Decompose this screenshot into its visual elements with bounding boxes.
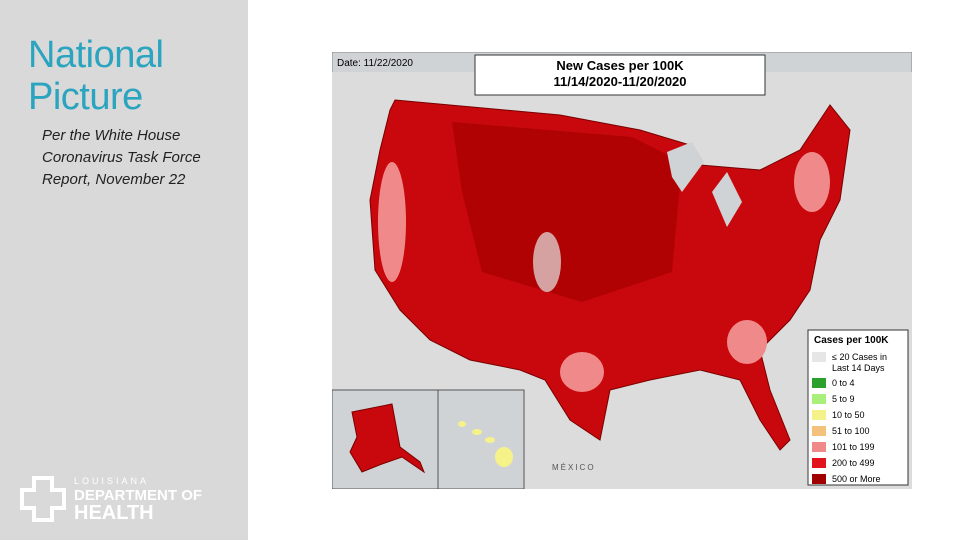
hawaii [472, 429, 482, 435]
legend-swatch [812, 378, 826, 388]
logo-text: DEPARTMENT OF [74, 487, 203, 504]
hawaii [495, 447, 513, 467]
subtitle: Per the White House [42, 127, 181, 144]
legend-swatch [812, 458, 826, 468]
legend-swatch [812, 426, 826, 436]
legend-label: 5 to 9 [832, 394, 855, 404]
legend-label: 101 to 199 [832, 442, 875, 452]
legend-title: Cases per 100K [814, 335, 889, 346]
slide-title: National [28, 34, 164, 76]
subtitle: Report, November 22 [42, 171, 186, 188]
region [452, 122, 682, 302]
region [533, 232, 561, 292]
region [794, 152, 830, 212]
region [560, 352, 604, 392]
legend-label: 200 to 499 [832, 458, 875, 468]
hawaii [458, 421, 466, 427]
side-panel: National Picture Per the White House Cor… [0, 0, 248, 540]
country-label: MÉXICO [552, 463, 596, 472]
region [378, 162, 406, 282]
legend-swatch [812, 474, 826, 484]
legend: Cases per 100K ≤ 20 Cases in Last 14 Days… [807, 329, 909, 486]
hawaii [485, 437, 495, 443]
logo-icon [20, 476, 66, 522]
legend-label: 0 to 4 [832, 378, 855, 388]
lake [712, 172, 742, 227]
legend-swatch [812, 442, 826, 452]
legend-swatch [812, 352, 826, 362]
subtitle: Coronavirus Task Force [42, 149, 201, 166]
map: New Cases per 100K 11/14/2020-11/20/2020… [332, 52, 912, 489]
legend-label: ≤ 20 Cases in Last 14 Days [832, 352, 887, 373]
alaska [349, 403, 426, 474]
title-box [474, 54, 766, 96]
slide-title: Picture [28, 76, 143, 118]
lake [667, 142, 704, 192]
map-date: Date: 11/22/2020 [337, 58, 413, 69]
inset-hawaii [437, 389, 525, 489]
legend-swatch [812, 394, 826, 404]
legend-label: 51 to 100 [832, 426, 870, 436]
legend-label: 500 or More [832, 474, 881, 484]
legend-label: 10 to 50 [832, 410, 865, 420]
legend-label-line: Last 14 Days [832, 363, 885, 373]
legend-swatch [812, 410, 826, 420]
logo-text: HEALTH [74, 502, 154, 524]
logo-state: LOUISIANA [74, 476, 150, 486]
region [727, 320, 767, 364]
map-title: New Cases per 100K [556, 58, 684, 73]
legend-label-line: ≤ 20 Cases in [832, 352, 887, 362]
map-period: 11/14/2020-11/20/2020 [553, 74, 686, 89]
